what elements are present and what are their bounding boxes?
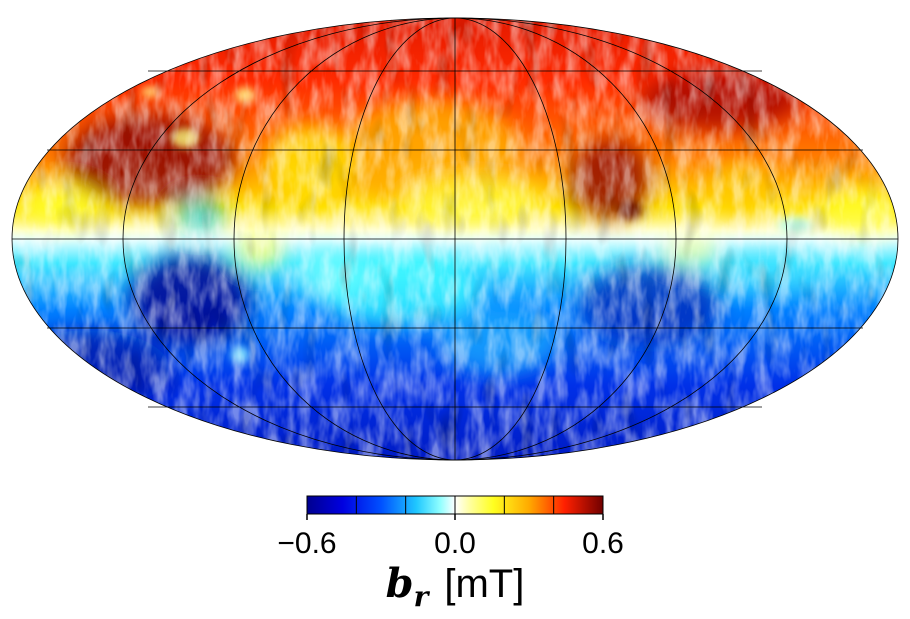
colorbar-title-symbol: b bbox=[385, 560, 414, 607]
colorbar-tick-label-min: −0.6 bbox=[277, 527, 337, 560]
colorbar-tick-label-mid: 0.0 bbox=[434, 527, 476, 560]
colorbar-dividers bbox=[355, 496, 555, 514]
colorbar bbox=[306, 495, 604, 520]
mollweide-field-map bbox=[11, 17, 899, 461]
colorbar-title-subscript: r bbox=[413, 580, 429, 613]
colorbar-ticks bbox=[306, 514, 604, 520]
colorbar-title: br [mT] bbox=[386, 560, 525, 613]
colorbar-title-unit: [mT] bbox=[444, 562, 525, 606]
graticule bbox=[11, 17, 899, 461]
colorbar-tick-label-max: 0.6 bbox=[582, 527, 624, 560]
